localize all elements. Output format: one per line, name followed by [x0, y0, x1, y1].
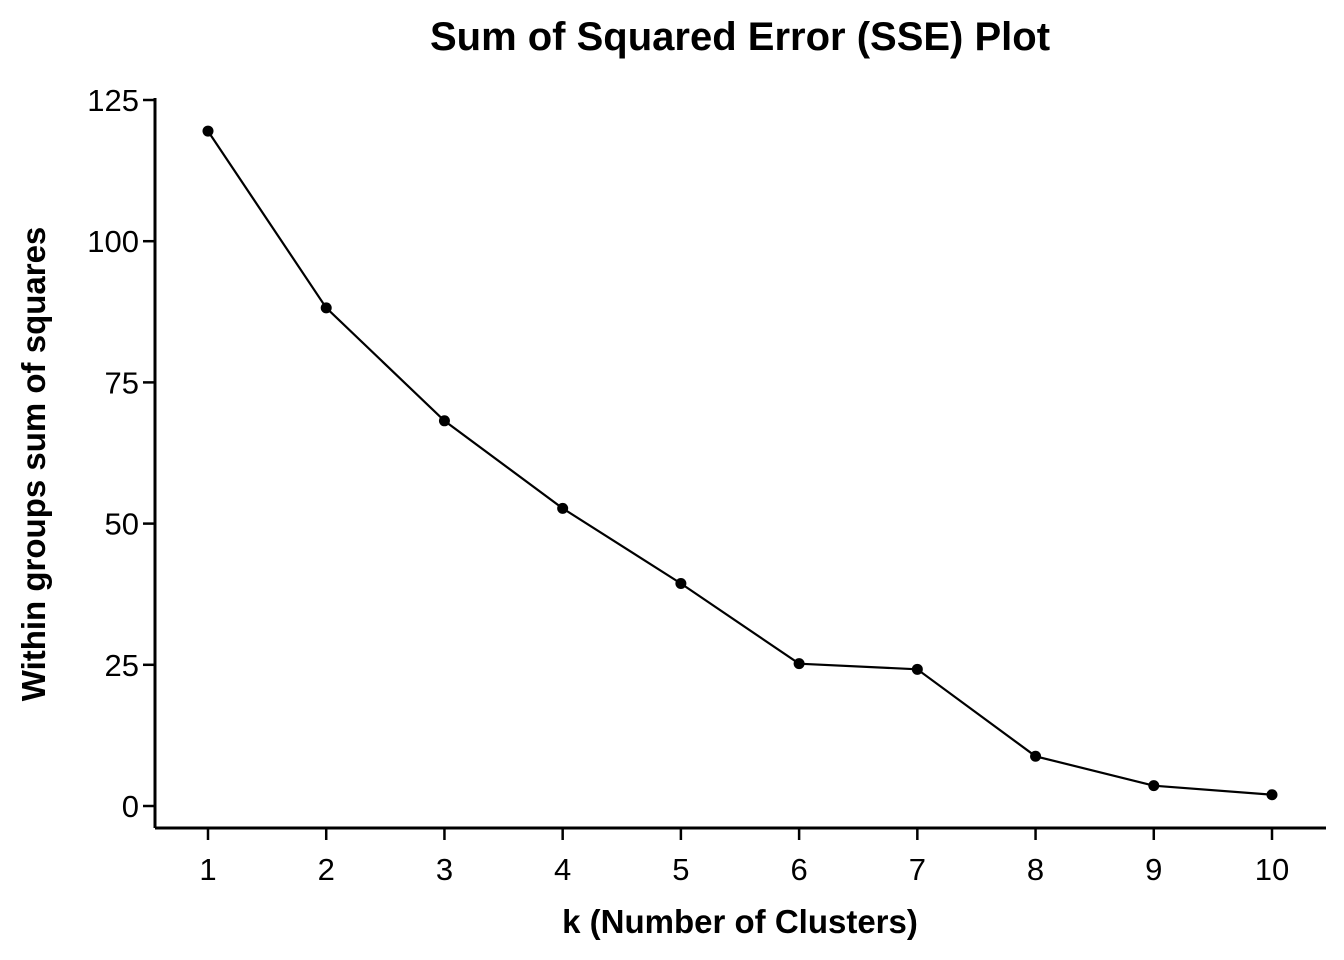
data-point [202, 125, 214, 137]
data-point [320, 302, 332, 314]
y-tick-label: 50 [105, 507, 139, 542]
y-tick-label: 25 [105, 648, 139, 683]
x-tick-label: 3 [436, 852, 453, 887]
y-tick-label: 100 [87, 224, 139, 259]
data-point [1266, 789, 1278, 801]
x-tick-label: 1 [199, 852, 216, 887]
x-tick-label: 2 [318, 852, 335, 887]
series-points [202, 125, 1278, 801]
chart-title: Sum of Squared Error (SSE) Plot [430, 15, 1050, 59]
data-point [557, 502, 569, 514]
data-point [793, 658, 805, 670]
x-tick-label: 8 [1027, 852, 1044, 887]
y-tick-label: 125 [87, 83, 139, 118]
series-line [207, 130, 1273, 796]
y-axis-ticks: 0 25 50 75 100 125 [87, 83, 155, 824]
y-tick-label: 0 [122, 789, 139, 824]
y-tick-label: 75 [105, 365, 139, 400]
data-point [1148, 780, 1160, 792]
x-axis-label: k (Number of Clusters) [562, 903, 918, 940]
x-tick-label: 7 [909, 852, 926, 887]
x-axis-ticks: 1 2 3 4 5 6 7 8 9 10 [199, 828, 1289, 887]
x-tick-label: 9 [1145, 852, 1162, 887]
data-point [438, 415, 450, 427]
x-tick-label: 6 [790, 852, 807, 887]
data-point [675, 577, 687, 589]
x-tick-label: 4 [554, 852, 571, 887]
x-tick-label: 5 [672, 852, 689, 887]
data-point [911, 663, 923, 675]
x-tick-label: 10 [1255, 852, 1289, 887]
data-point [1030, 750, 1042, 762]
y-axis-label: Within groups sum of squares [15, 227, 52, 702]
